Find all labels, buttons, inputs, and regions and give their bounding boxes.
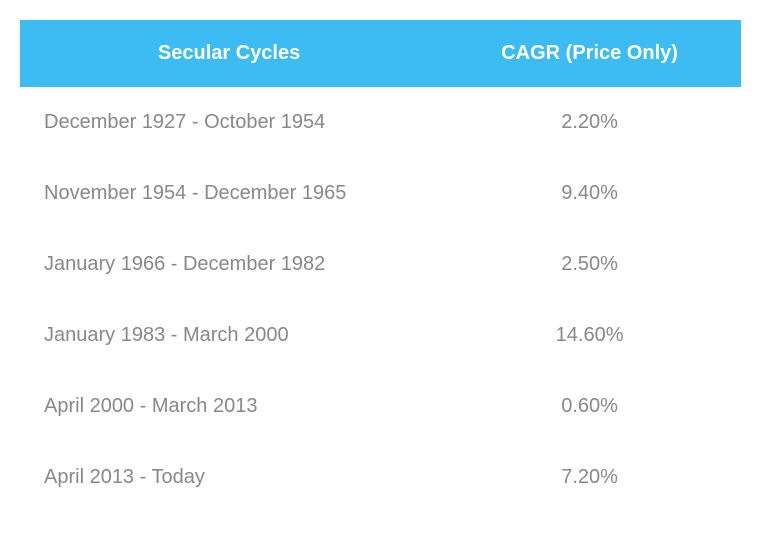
- header-cagr: CAGR (Price Only): [438, 20, 741, 87]
- cell-cycle: April 2000 - March 2013: [20, 371, 438, 442]
- table-row: January 1983 - March 2000 14.60%: [20, 300, 741, 371]
- cell-cagr: 2.20%: [438, 87, 741, 158]
- cell-cycle: January 1983 - March 2000: [20, 300, 438, 371]
- cell-cycle: December 1927 - October 1954: [20, 87, 438, 158]
- secular-cycles-table: Secular Cycles CAGR (Price Only) Decembe…: [20, 20, 741, 513]
- header-cycles: Secular Cycles: [20, 20, 438, 87]
- cell-cycle: January 1966 - December 1982: [20, 229, 438, 300]
- cell-cagr: 14.60%: [438, 300, 741, 371]
- cell-cagr: 0.60%: [438, 371, 741, 442]
- table-header-row: Secular Cycles CAGR (Price Only): [20, 20, 741, 87]
- table-row: November 1954 - December 1965 9.40%: [20, 158, 741, 229]
- cell-cycle: April 2013 - Today: [20, 442, 438, 513]
- cell-cagr: 9.40%: [438, 158, 741, 229]
- table-row: January 1966 - December 1982 2.50%: [20, 229, 741, 300]
- cell-cagr: 7.20%: [438, 442, 741, 513]
- table-row: April 2013 - Today 7.20%: [20, 442, 741, 513]
- cell-cagr: 2.50%: [438, 229, 741, 300]
- table-row: December 1927 - October 1954 2.20%: [20, 87, 741, 158]
- table-row: April 2000 - March 2013 0.60%: [20, 371, 741, 442]
- cell-cycle: November 1954 - December 1965: [20, 158, 438, 229]
